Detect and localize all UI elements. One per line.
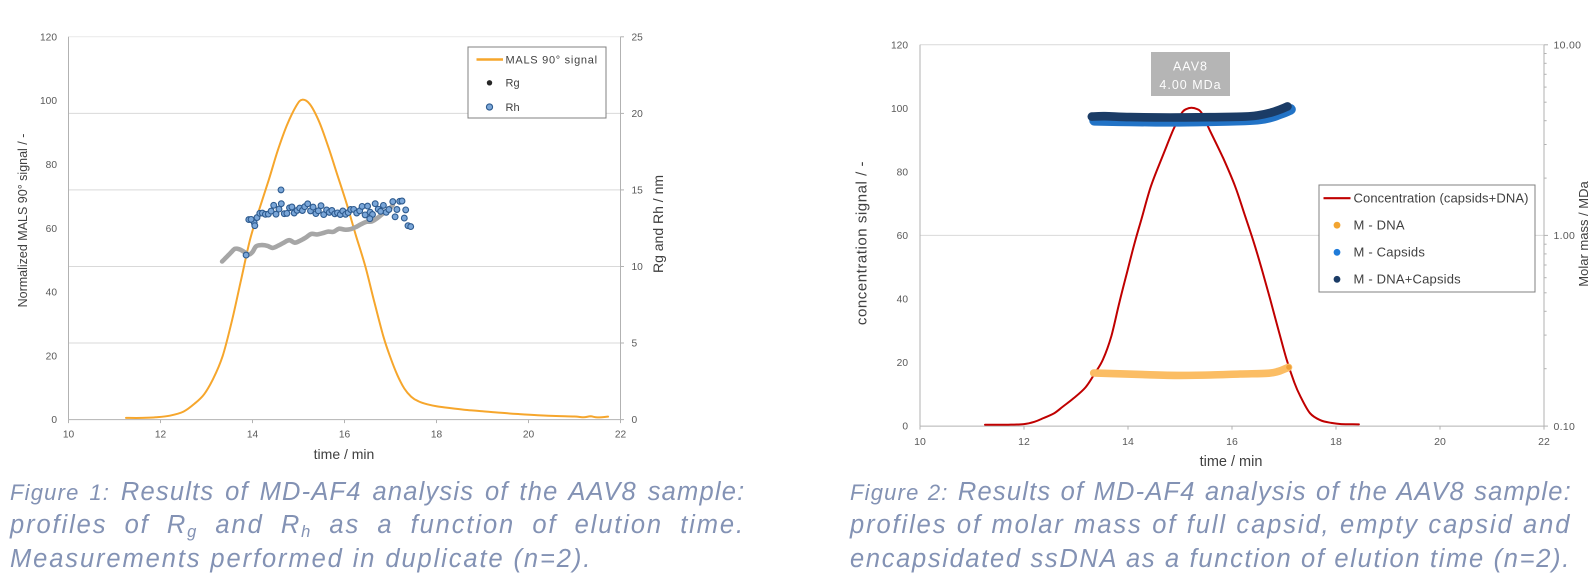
- svg-text:0: 0: [51, 415, 57, 426]
- svg-text:time / min: time / min: [314, 446, 375, 462]
- svg-text:20: 20: [1434, 436, 1446, 448]
- svg-text:20: 20: [523, 430, 535, 441]
- svg-text:time / min: time / min: [1200, 454, 1263, 470]
- svg-text:15: 15: [632, 186, 644, 197]
- svg-text:1.00: 1.00: [1554, 230, 1576, 242]
- svg-text:4.00 MDa: 4.00 MDa: [1159, 78, 1221, 92]
- svg-text:22: 22: [1538, 436, 1550, 448]
- svg-text:120: 120: [40, 32, 57, 43]
- svg-text:100: 100: [40, 96, 57, 107]
- svg-text:25: 25: [632, 32, 644, 43]
- svg-text:14: 14: [1122, 436, 1134, 448]
- svg-text:M - DNA+Capsids: M - DNA+Capsids: [1354, 272, 1462, 287]
- svg-text:0.10: 0.10: [1554, 421, 1576, 433]
- svg-text:Rg and Rh / nm: Rg and Rh / nm: [650, 175, 666, 273]
- svg-text:Normalized MALS 90° signal / -: Normalized MALS 90° signal / -: [16, 134, 30, 308]
- svg-text:10.00: 10.00: [1554, 40, 1582, 52]
- svg-text:60: 60: [897, 231, 909, 242]
- svg-text:22: 22: [615, 430, 627, 441]
- svg-text:Molar mass / MDa: Molar mass / MDa: [1576, 181, 1591, 287]
- svg-text:16: 16: [339, 430, 351, 441]
- svg-text:14: 14: [247, 430, 259, 441]
- svg-text:0: 0: [632, 415, 638, 426]
- svg-text:80: 80: [897, 168, 909, 179]
- svg-text:40: 40: [46, 288, 58, 299]
- svg-text:60: 60: [46, 224, 58, 235]
- svg-text:20: 20: [632, 109, 644, 120]
- svg-text:Rh: Rh: [506, 102, 520, 114]
- svg-text:120: 120: [891, 40, 908, 51]
- svg-text:Rg: Rg: [506, 78, 520, 90]
- svg-text:M - Capsids: M - Capsids: [1354, 245, 1426, 260]
- svg-text:10: 10: [914, 436, 926, 448]
- svg-text:concentration signal / -: concentration signal / -: [854, 161, 871, 325]
- svg-text:12: 12: [155, 430, 167, 441]
- svg-text:16: 16: [1226, 436, 1238, 448]
- svg-text:MALS 90° signal: MALS 90° signal: [506, 54, 598, 66]
- svg-text:40: 40: [897, 295, 909, 306]
- svg-text:18: 18: [431, 430, 443, 441]
- svg-text:12: 12: [1018, 436, 1030, 448]
- svg-text:Concentration (capsids+DNA): Concentration (capsids+DNA): [1354, 191, 1529, 206]
- svg-text:80: 80: [46, 160, 58, 171]
- svg-text:M - DNA: M - DNA: [1354, 218, 1405, 233]
- svg-text:20: 20: [46, 351, 58, 362]
- svg-text:20: 20: [897, 358, 909, 369]
- svg-text:10: 10: [632, 262, 644, 273]
- svg-text:100: 100: [891, 104, 908, 115]
- svg-text:5: 5: [632, 339, 638, 350]
- svg-text:10: 10: [63, 430, 75, 441]
- svg-text:0: 0: [902, 422, 908, 433]
- svg-text:AAV8: AAV8: [1173, 60, 1208, 74]
- svg-text:18: 18: [1330, 436, 1342, 448]
